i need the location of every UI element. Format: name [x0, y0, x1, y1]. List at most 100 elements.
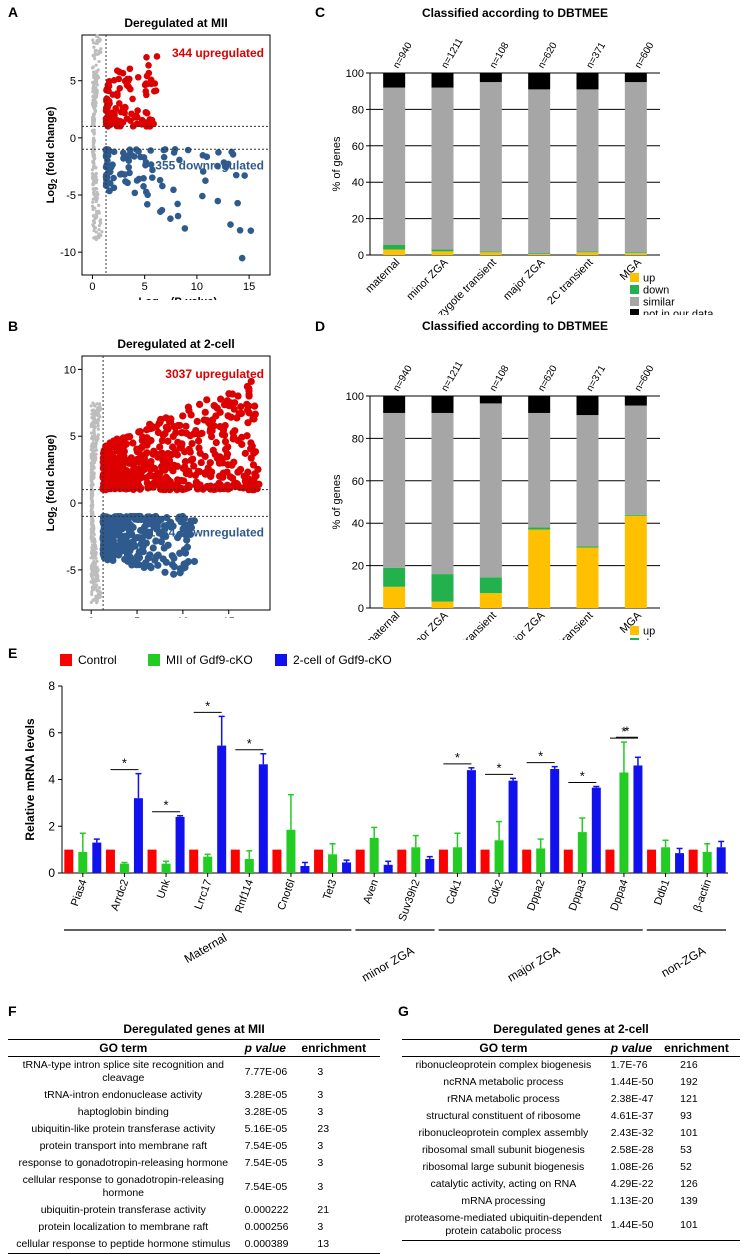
gray-point	[92, 82, 96, 86]
y-tick-label: 5	[70, 431, 76, 443]
downregulated-point	[124, 557, 132, 565]
bar-MII-of-Gdf9-cKO	[619, 772, 629, 873]
upregulated-point	[115, 100, 123, 107]
y-tick-label: -5	[66, 190, 76, 202]
category-label: β-actin	[691, 878, 714, 913]
gray-point	[90, 590, 94, 594]
gray-point	[91, 556, 95, 560]
upregulated-point	[106, 116, 114, 124]
downregulated-count-label: 1684 downregulated	[149, 525, 264, 539]
p-value-cell: 1.7E-76	[610, 1059, 648, 1071]
bar-segment-not-in-our-data	[528, 73, 551, 90]
go-term-cell: response to gonadotropin-releasing hormo…	[18, 1157, 229, 1169]
go-term-cell: mRNA processing	[461, 1195, 546, 1207]
table-row: ubiquitin-protein transferase activity 0.…	[8, 1202, 380, 1219]
gray-point	[90, 129, 95, 133]
bar-MII-of-Gdf9-cKO	[452, 847, 462, 873]
downregulated-point	[175, 515, 183, 523]
go-term-cell: rRNA metabolic process	[447, 1093, 560, 1105]
upregulated-point	[191, 471, 200, 479]
panel-label-a: A	[8, 4, 19, 20]
downregulated-point	[132, 561, 140, 569]
y-tick-label: 0	[70, 133, 76, 145]
upregulated-point	[166, 478, 174, 486]
gray-point	[98, 415, 102, 419]
gray-point	[93, 553, 97, 558]
bar-segment-similar	[576, 415, 599, 547]
downregulated-point	[118, 546, 127, 555]
legend-label: Control	[78, 653, 117, 667]
n-label: n=600	[633, 40, 657, 70]
gray-point	[89, 422, 94, 426]
downregulated-point	[142, 159, 150, 166]
upregulated-point	[245, 409, 253, 417]
upregulated-point	[115, 75, 123, 83]
upregulated-point	[179, 412, 187, 420]
y-tick-label: 80	[352, 433, 364, 445]
upregulated-point	[212, 482, 220, 490]
upregulated-point	[142, 88, 150, 95]
enrichment-cell: 53	[680, 1144, 692, 1156]
y-tick-label: 80	[352, 104, 364, 116]
bar-2-cell-of-Gdf9-cKO	[716, 847, 726, 873]
upregulated-point	[106, 100, 113, 107]
bar-2-cell-of-Gdf9-cKO	[92, 842, 102, 873]
bar-segment-down	[624, 514, 647, 516]
gray-point	[97, 586, 101, 590]
gray-point	[98, 402, 102, 406]
downregulated-point	[139, 543, 147, 551]
bar-MII-of-Gdf9-cKO	[203, 856, 213, 873]
qpcr-bar-chart: Control MII of Gdf9-cKO 2-cell of Gdf9-cKO…	[23, 653, 728, 985]
table-row: proteasome-mediated ubiquitin-dependent …	[402, 1210, 740, 1241]
gray-point	[91, 483, 95, 487]
y-tick-label: 0	[70, 498, 76, 510]
upregulated-point	[227, 399, 235, 407]
downregulated-point	[190, 557, 199, 566]
table-row: cellular response to gonadotropin-releas…	[8, 1172, 380, 1202]
gray-point	[95, 77, 99, 81]
n-label: n=1211	[440, 359, 466, 393]
upregulated-point	[230, 405, 238, 413]
y-tick-label: 100	[346, 68, 364, 80]
gray-point	[92, 45, 96, 49]
bar-MII-of-Gdf9-cKO	[119, 863, 129, 873]
downregulated-point	[135, 554, 144, 562]
bar-Control	[105, 849, 115, 873]
upregulated-point	[229, 429, 237, 437]
category-label: Dppa4	[608, 878, 630, 913]
nonsignificant-points	[90, 34, 104, 242]
go-table-mii: Deregulated genes at MII GO term p value…	[8, 1022, 380, 1254]
go-term-cell: ribosomal large subunit biogenesis	[422, 1161, 585, 1173]
downregulated-point	[203, 153, 211, 161]
upregulated-point	[197, 458, 205, 467]
table-row: tRNA-type intron splice site recognition…	[8, 1057, 380, 1088]
upregulated-point	[228, 390, 237, 398]
gray-point	[92, 466, 96, 470]
significance-star: *	[247, 736, 252, 751]
upregulated-point	[143, 53, 150, 61]
upregulated-point	[181, 458, 190, 466]
downregulated-point	[180, 514, 188, 523]
enrichment-cell: 3	[317, 1180, 324, 1193]
gray-point	[96, 579, 100, 583]
upregulated-point	[163, 424, 172, 432]
gray-point	[90, 168, 95, 172]
upregulated-point	[212, 412, 220, 420]
gray-point	[90, 592, 94, 597]
downregulated-point	[135, 148, 142, 155]
bar-segment-not-in-our-data	[479, 73, 502, 83]
gray-point	[91, 207, 95, 212]
upregulated-point	[125, 83, 132, 90]
gray-point	[90, 490, 94, 494]
gray-point	[94, 452, 98, 456]
gray-point	[90, 172, 95, 176]
table-g-title: Deregulated genes at 2-cell	[493, 1022, 649, 1036]
upregulated-point	[203, 396, 211, 404]
category-label: Rnf114	[233, 878, 256, 915]
category-label: 2C transient	[545, 610, 595, 640]
upregulated-point	[141, 81, 149, 89]
gray-point	[94, 70, 98, 74]
legend-swatch-down	[630, 638, 639, 640]
downregulated-point	[152, 537, 160, 545]
gray-point	[91, 562, 95, 566]
